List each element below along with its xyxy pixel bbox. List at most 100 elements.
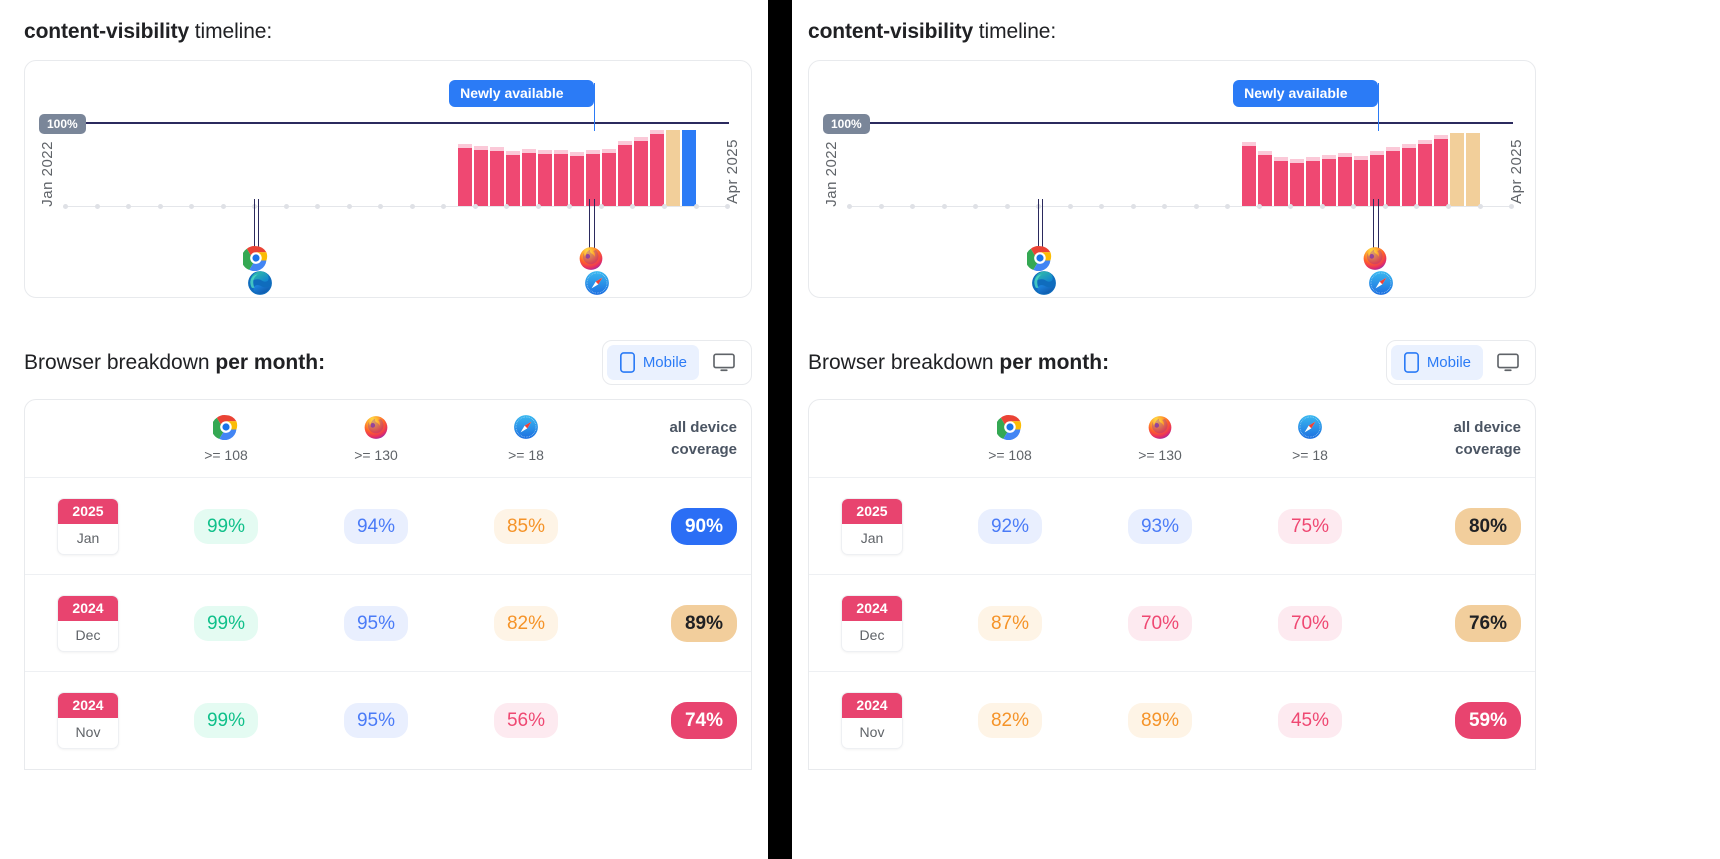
timeline-plot: Jan 2022 Apr 2025 100% Newly available <box>25 61 751 297</box>
coverage-header-line2: coverage <box>671 440 737 458</box>
left-gutter <box>0 0 8 859</box>
header-browser-cell: >= 108 <box>935 414 1085 463</box>
bar-cap <box>618 141 632 145</box>
chrome-icon <box>242 245 268 271</box>
bar-cap <box>1354 156 1368 160</box>
coverage-header-line1: all device <box>669 418 737 436</box>
browser-breakdown-header: Browser breakdown per month: Mobile <box>24 298 752 399</box>
safari-icon <box>1298 415 1322 439</box>
month-chip-year: 2025 <box>842 498 902 524</box>
breakdown-title: Browser breakdown per month: <box>808 351 1109 375</box>
coverage-badge: 90% <box>670 507 737 545</box>
axis-tick <box>1446 204 1451 209</box>
axis-tick <box>535 204 541 209</box>
axis-tick <box>878 204 884 209</box>
table-cell: 95% <box>301 605 451 641</box>
x-axis <box>847 206 1513 207</box>
bar-cap <box>1418 140 1432 144</box>
axis-tick <box>157 204 163 209</box>
bar-cap <box>634 137 648 141</box>
feature-name: content-visibility <box>808 20 974 43</box>
month-chip-year: 2024 <box>842 693 902 718</box>
table-cell: 92% <box>935 508 1085 544</box>
percent-badge: 70% <box>1277 605 1343 641</box>
timeline-start-label: Jan 2022 <box>823 141 840 207</box>
browser-version-label: >= 108 <box>988 447 1032 463</box>
percent-badge: 95% <box>343 605 409 641</box>
toggle-mobile[interactable]: Mobile <box>1390 345 1483 380</box>
safari-icon <box>585 271 610 295</box>
axis-tick <box>1256 204 1262 209</box>
axis-tick <box>409 204 415 209</box>
marker-line <box>1037 199 1039 253</box>
coverage-cell: 90% <box>601 507 751 545</box>
table-cell: 95% <box>301 703 451 738</box>
device-toggle-group[interactable]: Mobile <box>601 340 752 385</box>
timeline-bar <box>650 130 664 206</box>
device-toggle-group[interactable]: Mobile <box>1385 340 1536 385</box>
mobile-icon <box>1403 352 1419 373</box>
bar-cap <box>1370 151 1384 155</box>
axis-tick <box>283 204 289 209</box>
marker-line <box>1372 199 1374 253</box>
table-header-row: >= 108 >= 130 <box>809 400 1535 478</box>
axis-tick <box>1288 204 1294 209</box>
timeline-bar <box>506 151 520 206</box>
mobile-icon <box>619 352 635 373</box>
axis-tick <box>1004 204 1010 209</box>
axis-tick <box>126 204 131 209</box>
header-browser-cell: >= 130 <box>1085 414 1235 463</box>
timeline-bar <box>666 130 680 206</box>
axis-tick <box>941 204 947 209</box>
marker-edge-icon <box>1031 270 1057 296</box>
marker-firefox-icon <box>578 245 604 271</box>
toggle-mobile[interactable]: Mobile <box>606 345 699 380</box>
browser-version-label: >= 130 <box>1138 447 1182 463</box>
axis-tick <box>973 204 979 209</box>
table-cell: 87% <box>935 605 1085 641</box>
newly-available-badge: Newly available <box>449 80 595 107</box>
percent-badge: 99% <box>193 508 259 544</box>
table-row: 2024 Nov 82% 89% 45% 59% <box>809 672 1535 769</box>
desktop-icon[interactable] <box>1497 353 1519 373</box>
timeline-bar <box>538 150 552 206</box>
bar-cap <box>1306 157 1320 161</box>
chrome-icon <box>997 414 1022 440</box>
timeline-end-label: Apr 2025 <box>1508 139 1525 204</box>
header-browser-cell: >= 18 <box>1235 414 1385 463</box>
timeline-start-label: Jan 2022 <box>39 141 56 207</box>
bar-cap <box>1242 142 1256 146</box>
coverage-header-label: all device coverage <box>601 417 737 461</box>
percent-badge: 85% <box>493 508 559 544</box>
percent-badge: 93% <box>1127 508 1193 544</box>
firefox-icon <box>1364 247 1387 270</box>
percent-badge: 75% <box>1277 508 1343 544</box>
header-browser-cell: >= 130 <box>301 414 451 463</box>
month-cell: 2024 Nov <box>809 692 935 749</box>
desktop-icon[interactable] <box>713 353 735 373</box>
marker-chrome-icon <box>1026 245 1053 271</box>
title-suffix: timeline: <box>973 20 1057 43</box>
axis-tick <box>598 204 604 209</box>
timeline-bar <box>1258 151 1272 206</box>
axis-tick <box>1067 204 1073 209</box>
bar-cap <box>522 149 536 153</box>
toggle-desktop[interactable] <box>701 346 747 380</box>
timeline-bar <box>602 149 616 206</box>
table-cell: 94% <box>301 508 451 544</box>
safari-icon <box>514 415 538 439</box>
timeline-bar <box>458 144 472 206</box>
bar-cap <box>1274 157 1288 161</box>
baseline-100-badge: 100% <box>39 114 86 134</box>
coverage-badge: 80% <box>1454 507 1521 545</box>
toggle-desktop[interactable] <box>1485 346 1531 380</box>
table-cell: 45% <box>1235 703 1385 738</box>
marker-line <box>1378 199 1380 253</box>
month-cell: 2025 Jan <box>809 497 935 555</box>
timeline-bar <box>1274 157 1288 206</box>
axis-tick <box>441 204 447 209</box>
table-cell: 75% <box>1235 508 1385 544</box>
breakdown-table: >= 108 >= 130 <box>24 399 752 770</box>
feature-name: content-visibility <box>24 20 190 43</box>
